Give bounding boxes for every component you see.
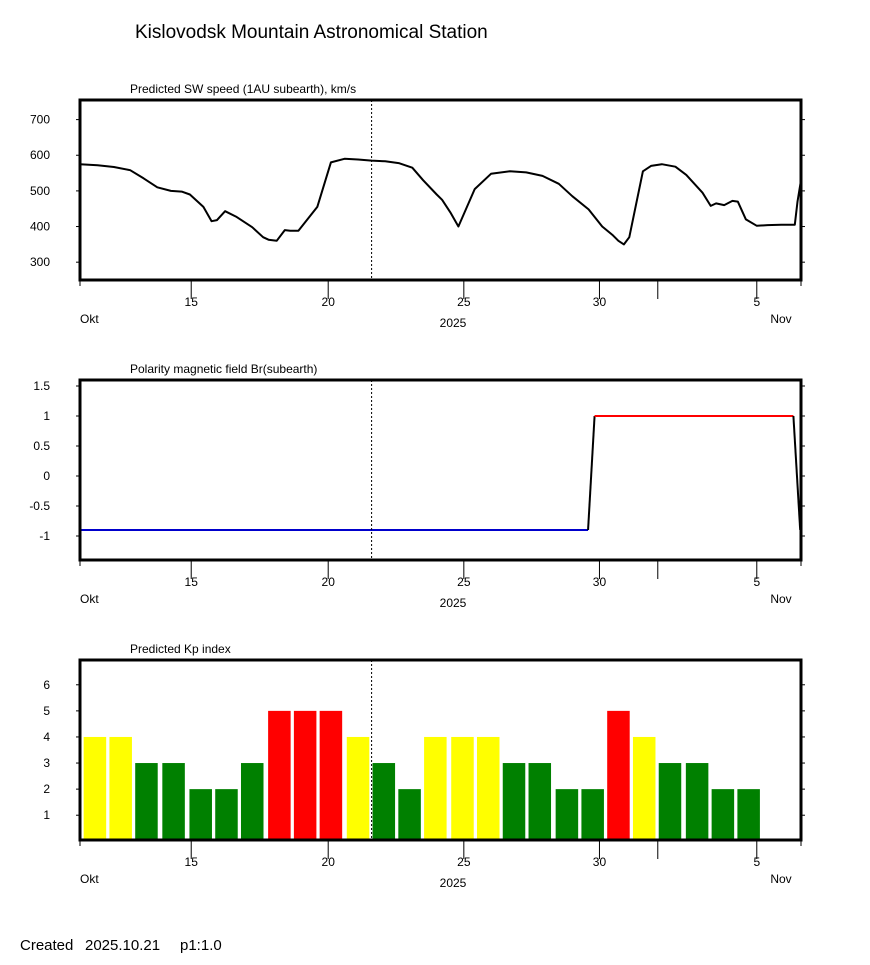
- month-label-right: Nov: [770, 872, 791, 886]
- month-label-left: Okt: [80, 312, 99, 326]
- panel-2: Polarity magnetic field Br(subearth) 1.5 1…: [29, 362, 805, 610]
- x-tick-label: 20: [322, 295, 336, 309]
- month-label-left: Okt: [80, 592, 99, 606]
- y-tick-label: 600: [30, 148, 50, 162]
- created-label: Created: [20, 937, 73, 954]
- kp-bar: [711, 789, 735, 840]
- x-tick-label: 20: [322, 575, 336, 589]
- kp-bar: [268, 710, 291, 840]
- x-tick-label: 20: [322, 855, 336, 869]
- y-tick-label: 3: [43, 756, 50, 770]
- x-tick-label: 30: [593, 575, 607, 589]
- y-tick-label: -1: [39, 529, 50, 543]
- kp-bar: [476, 736, 500, 840]
- x-tick-label: 5: [753, 295, 760, 309]
- kp-bar: [398, 789, 421, 840]
- sw-speed-line: [80, 157, 801, 246]
- x-tick-label: 15: [185, 295, 199, 309]
- kp-bar: [162, 763, 185, 840]
- kp-bar: [372, 763, 396, 840]
- year-label: 2025: [440, 596, 467, 610]
- month-label-left: Okt: [80, 872, 99, 886]
- x-tick-label: 5: [753, 855, 760, 869]
- x-tick-label: 25: [457, 855, 471, 869]
- kp-bar: [555, 789, 579, 840]
- x-tick-label: 25: [457, 575, 471, 589]
- kp-bar: [293, 710, 317, 840]
- kp-bar: [528, 763, 552, 840]
- y-tick-label: 0.5: [33, 439, 50, 453]
- x-tick-label: 15: [185, 575, 199, 589]
- panel-title: Predicted Kp index: [130, 642, 231, 656]
- y-tick-label: 500: [30, 184, 50, 198]
- x-tick-label: 5: [753, 575, 760, 589]
- x-tick-label: 15: [185, 855, 199, 869]
- y-tick-label: 4: [43, 730, 50, 744]
- plot-area: [80, 415, 801, 531]
- panel-frame: [78, 378, 803, 562]
- y-tick-label: 0: [43, 469, 50, 483]
- plot-area: [83, 710, 760, 840]
- kp-bar: [215, 789, 238, 840]
- x-tick-label: 30: [593, 295, 607, 309]
- year-label: 2025: [440, 876, 467, 890]
- y-tick-label: 400: [30, 220, 50, 234]
- kp-bar: [658, 763, 682, 840]
- month-label-right: Nov: [770, 592, 791, 606]
- kp-bar: [346, 736, 370, 840]
- plot-area: [80, 157, 801, 246]
- y-tick-label: 1: [43, 808, 50, 822]
- kp-bar: [737, 789, 760, 840]
- kp-bar: [607, 710, 630, 840]
- panel-title: Polarity magnetic field Br(subearth): [130, 362, 317, 376]
- page-code: p1:1.0: [180, 937, 222, 954]
- month-label-right: Nov: [770, 312, 791, 326]
- page-title: Kislovodsk Mountain Astronomical Station: [135, 22, 488, 43]
- kp-bar: [240, 763, 264, 840]
- kp-bar: [685, 763, 709, 840]
- panel-title: Predicted SW speed (1AU subearth), km/s: [130, 82, 356, 96]
- polarity-segment: [587, 415, 596, 531]
- y-tick-label: 6: [43, 678, 50, 692]
- kp-bar: [424, 736, 447, 840]
- panel-frame: [78, 658, 803, 842]
- x-tick-label: 30: [593, 855, 607, 869]
- kp-bar: [502, 763, 526, 840]
- year-label: 2025: [440, 316, 467, 330]
- kp-bar: [135, 763, 158, 840]
- kp-bar: [189, 789, 212, 840]
- y-tick-label: -0.5: [29, 499, 50, 513]
- panel-frame: [78, 98, 803, 282]
- kp-bar: [451, 736, 474, 840]
- y-tick-label: 1: [43, 409, 50, 423]
- kp-bar: [581, 789, 604, 840]
- y-tick-label: 700: [30, 113, 50, 127]
- y-tick-label: 300: [30, 255, 50, 269]
- panel-1: Predicted SW speed (1AU subearth), km/s 7…: [30, 82, 805, 330]
- x-tick-label: 25: [457, 295, 471, 309]
- created-date: 2025.10.21: [85, 937, 160, 954]
- kp-bar: [632, 736, 656, 840]
- kp-bar: [109, 736, 132, 840]
- y-tick-label: 5: [43, 704, 50, 718]
- polarity-segment: [792, 415, 801, 531]
- y-tick-label: 2: [43, 782, 50, 796]
- kp-bar: [319, 710, 343, 840]
- chart-panels: Predicted SW speed (1AU subearth), km/s 7…: [29, 82, 805, 890]
- y-tick-label: 1.5: [33, 379, 50, 393]
- kp-bar: [83, 736, 107, 840]
